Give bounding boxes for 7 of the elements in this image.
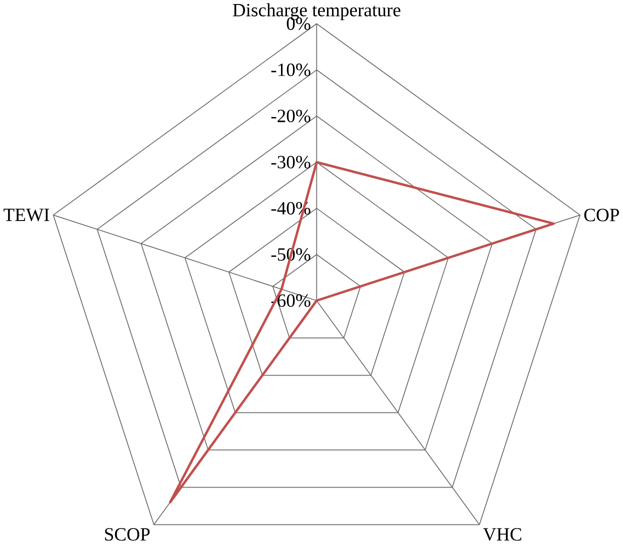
spoke-label: COP: [584, 208, 619, 222]
y-tick-label: -10%: [271, 64, 310, 76]
y-tick-label: -20%: [271, 110, 310, 122]
spoke-label: VHC: [483, 528, 522, 541]
spoke-label: SCOP: [105, 528, 150, 541]
y-tick-label: -30%: [271, 156, 310, 168]
spoke-label: TEWI: [4, 208, 50, 222]
